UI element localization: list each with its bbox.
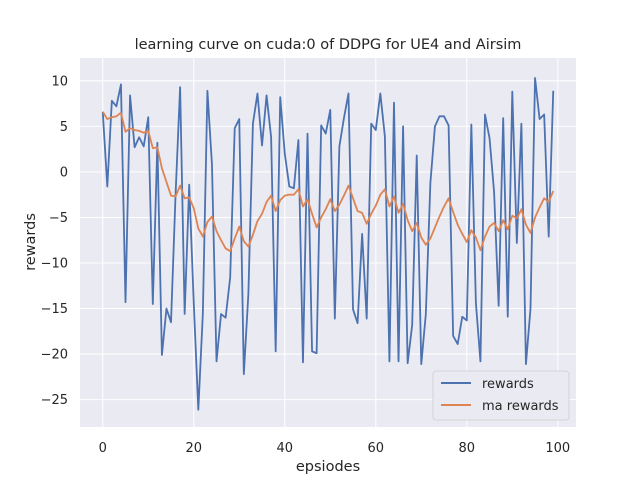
y-axis-label: rewards bbox=[23, 213, 39, 271]
legend-label-ma-rewards: ma rewards bbox=[482, 399, 559, 414]
chart-title: learning curve on cuda:0 of DDPG for UE4… bbox=[135, 37, 522, 53]
x-tick-label: 80 bbox=[459, 441, 476, 456]
x-tick-label: 20 bbox=[185, 441, 202, 456]
series-layer bbox=[101, 77, 555, 411]
y-tick-label: −10 bbox=[41, 257, 68, 272]
series-line-rewards bbox=[101, 77, 555, 411]
y-tick-label: 5 bbox=[60, 120, 68, 135]
x-tick-label: 60 bbox=[368, 441, 385, 456]
x-tick-label: 0 bbox=[99, 441, 107, 456]
y-axis: 10 5 0 −5 −10 −15 −20 −25 bbox=[41, 74, 68, 408]
y-tick-label: −15 bbox=[41, 302, 68, 317]
y-tick-label: 10 bbox=[51, 74, 68, 89]
x-axis-label: epsiodes bbox=[296, 459, 360, 475]
x-axis: 0 20 40 60 80 100 bbox=[99, 441, 571, 456]
y-tick-label: 0 bbox=[60, 165, 68, 180]
y-tick-label: −25 bbox=[41, 393, 68, 408]
series-line-ma-rewards bbox=[101, 111, 555, 253]
x-tick-label: 40 bbox=[276, 441, 293, 456]
x-tick-label: 100 bbox=[545, 441, 570, 456]
legend-label-rewards: rewards bbox=[482, 377, 534, 392]
y-tick-label: −5 bbox=[49, 211, 68, 226]
legend: rewards ma rewards bbox=[432, 370, 570, 421]
y-tick-label: −20 bbox=[41, 348, 68, 363]
